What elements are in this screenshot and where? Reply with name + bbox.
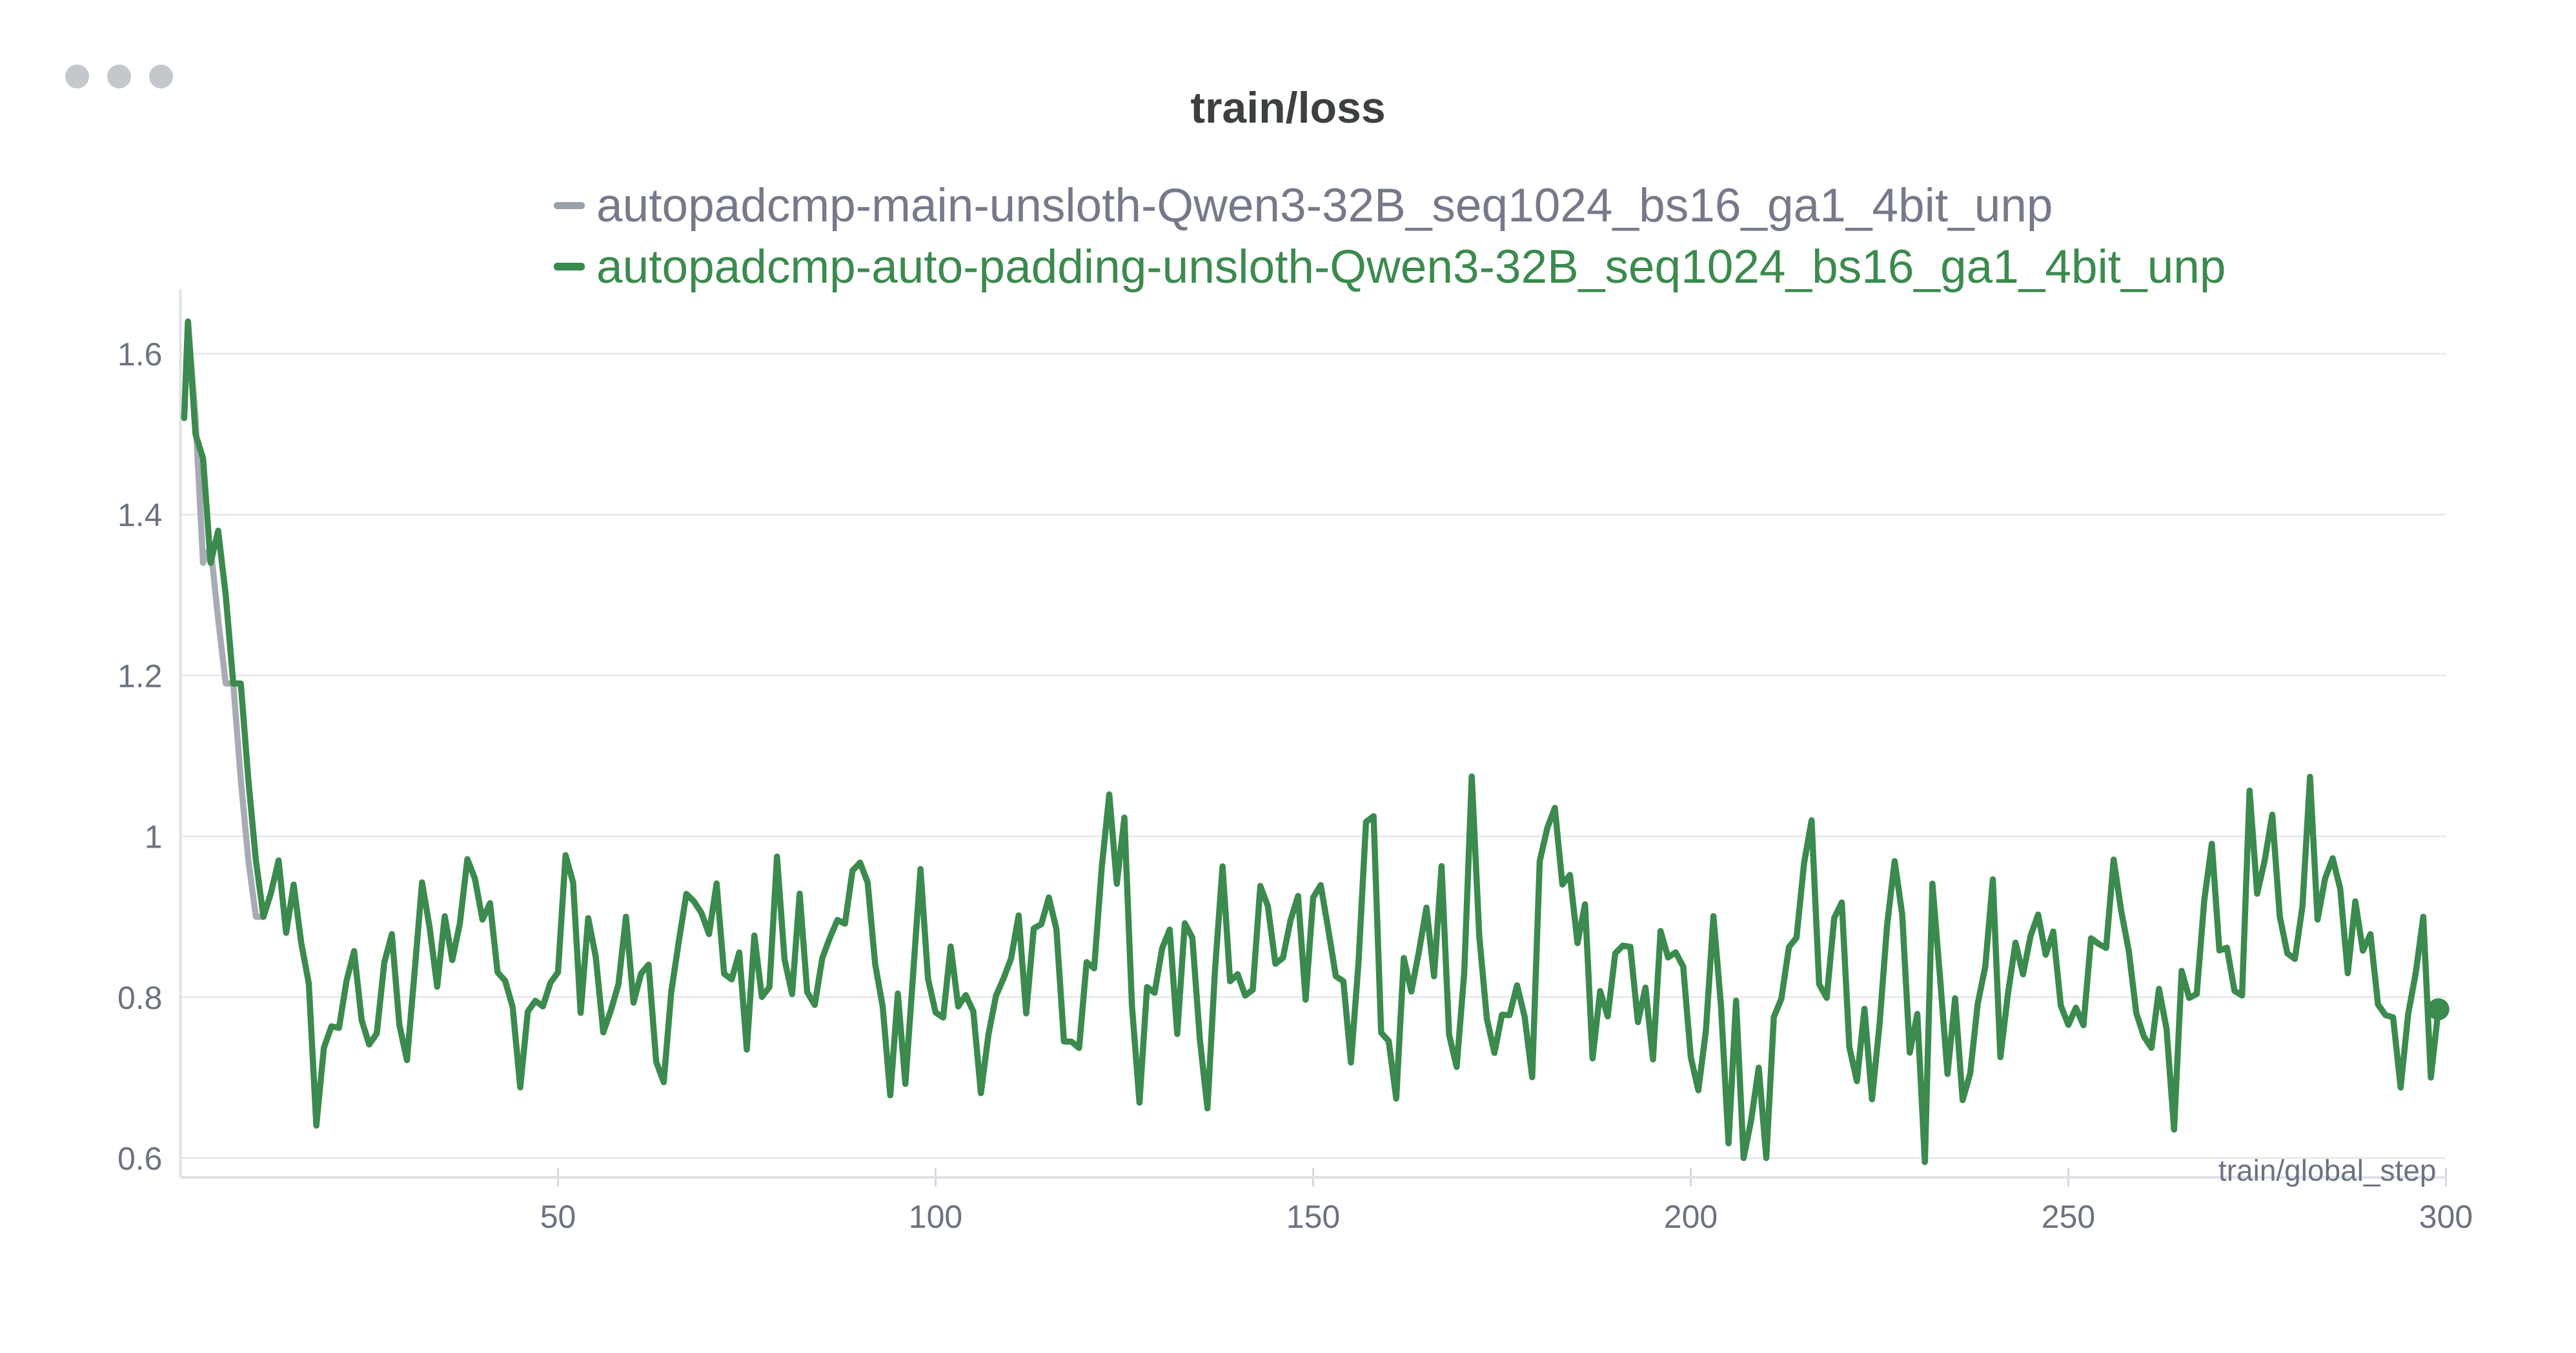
- svg-text:200: 200: [1664, 1199, 1718, 1235]
- svg-text:1.4: 1.4: [117, 497, 163, 533]
- svg-text:0.8: 0.8: [117, 980, 163, 1016]
- svg-text:50: 50: [540, 1199, 576, 1235]
- svg-text:1.6: 1.6: [117, 336, 163, 372]
- svg-text:train/global_step: train/global_step: [2218, 1154, 2437, 1187]
- svg-text:250: 250: [2042, 1199, 2095, 1235]
- svg-text:150: 150: [1286, 1199, 1340, 1235]
- svg-text:1: 1: [145, 819, 163, 855]
- svg-text:100: 100: [909, 1199, 962, 1235]
- svg-text:300: 300: [2419, 1199, 2473, 1235]
- svg-text:1.2: 1.2: [117, 658, 163, 694]
- svg-text:0.6: 0.6: [117, 1141, 163, 1177]
